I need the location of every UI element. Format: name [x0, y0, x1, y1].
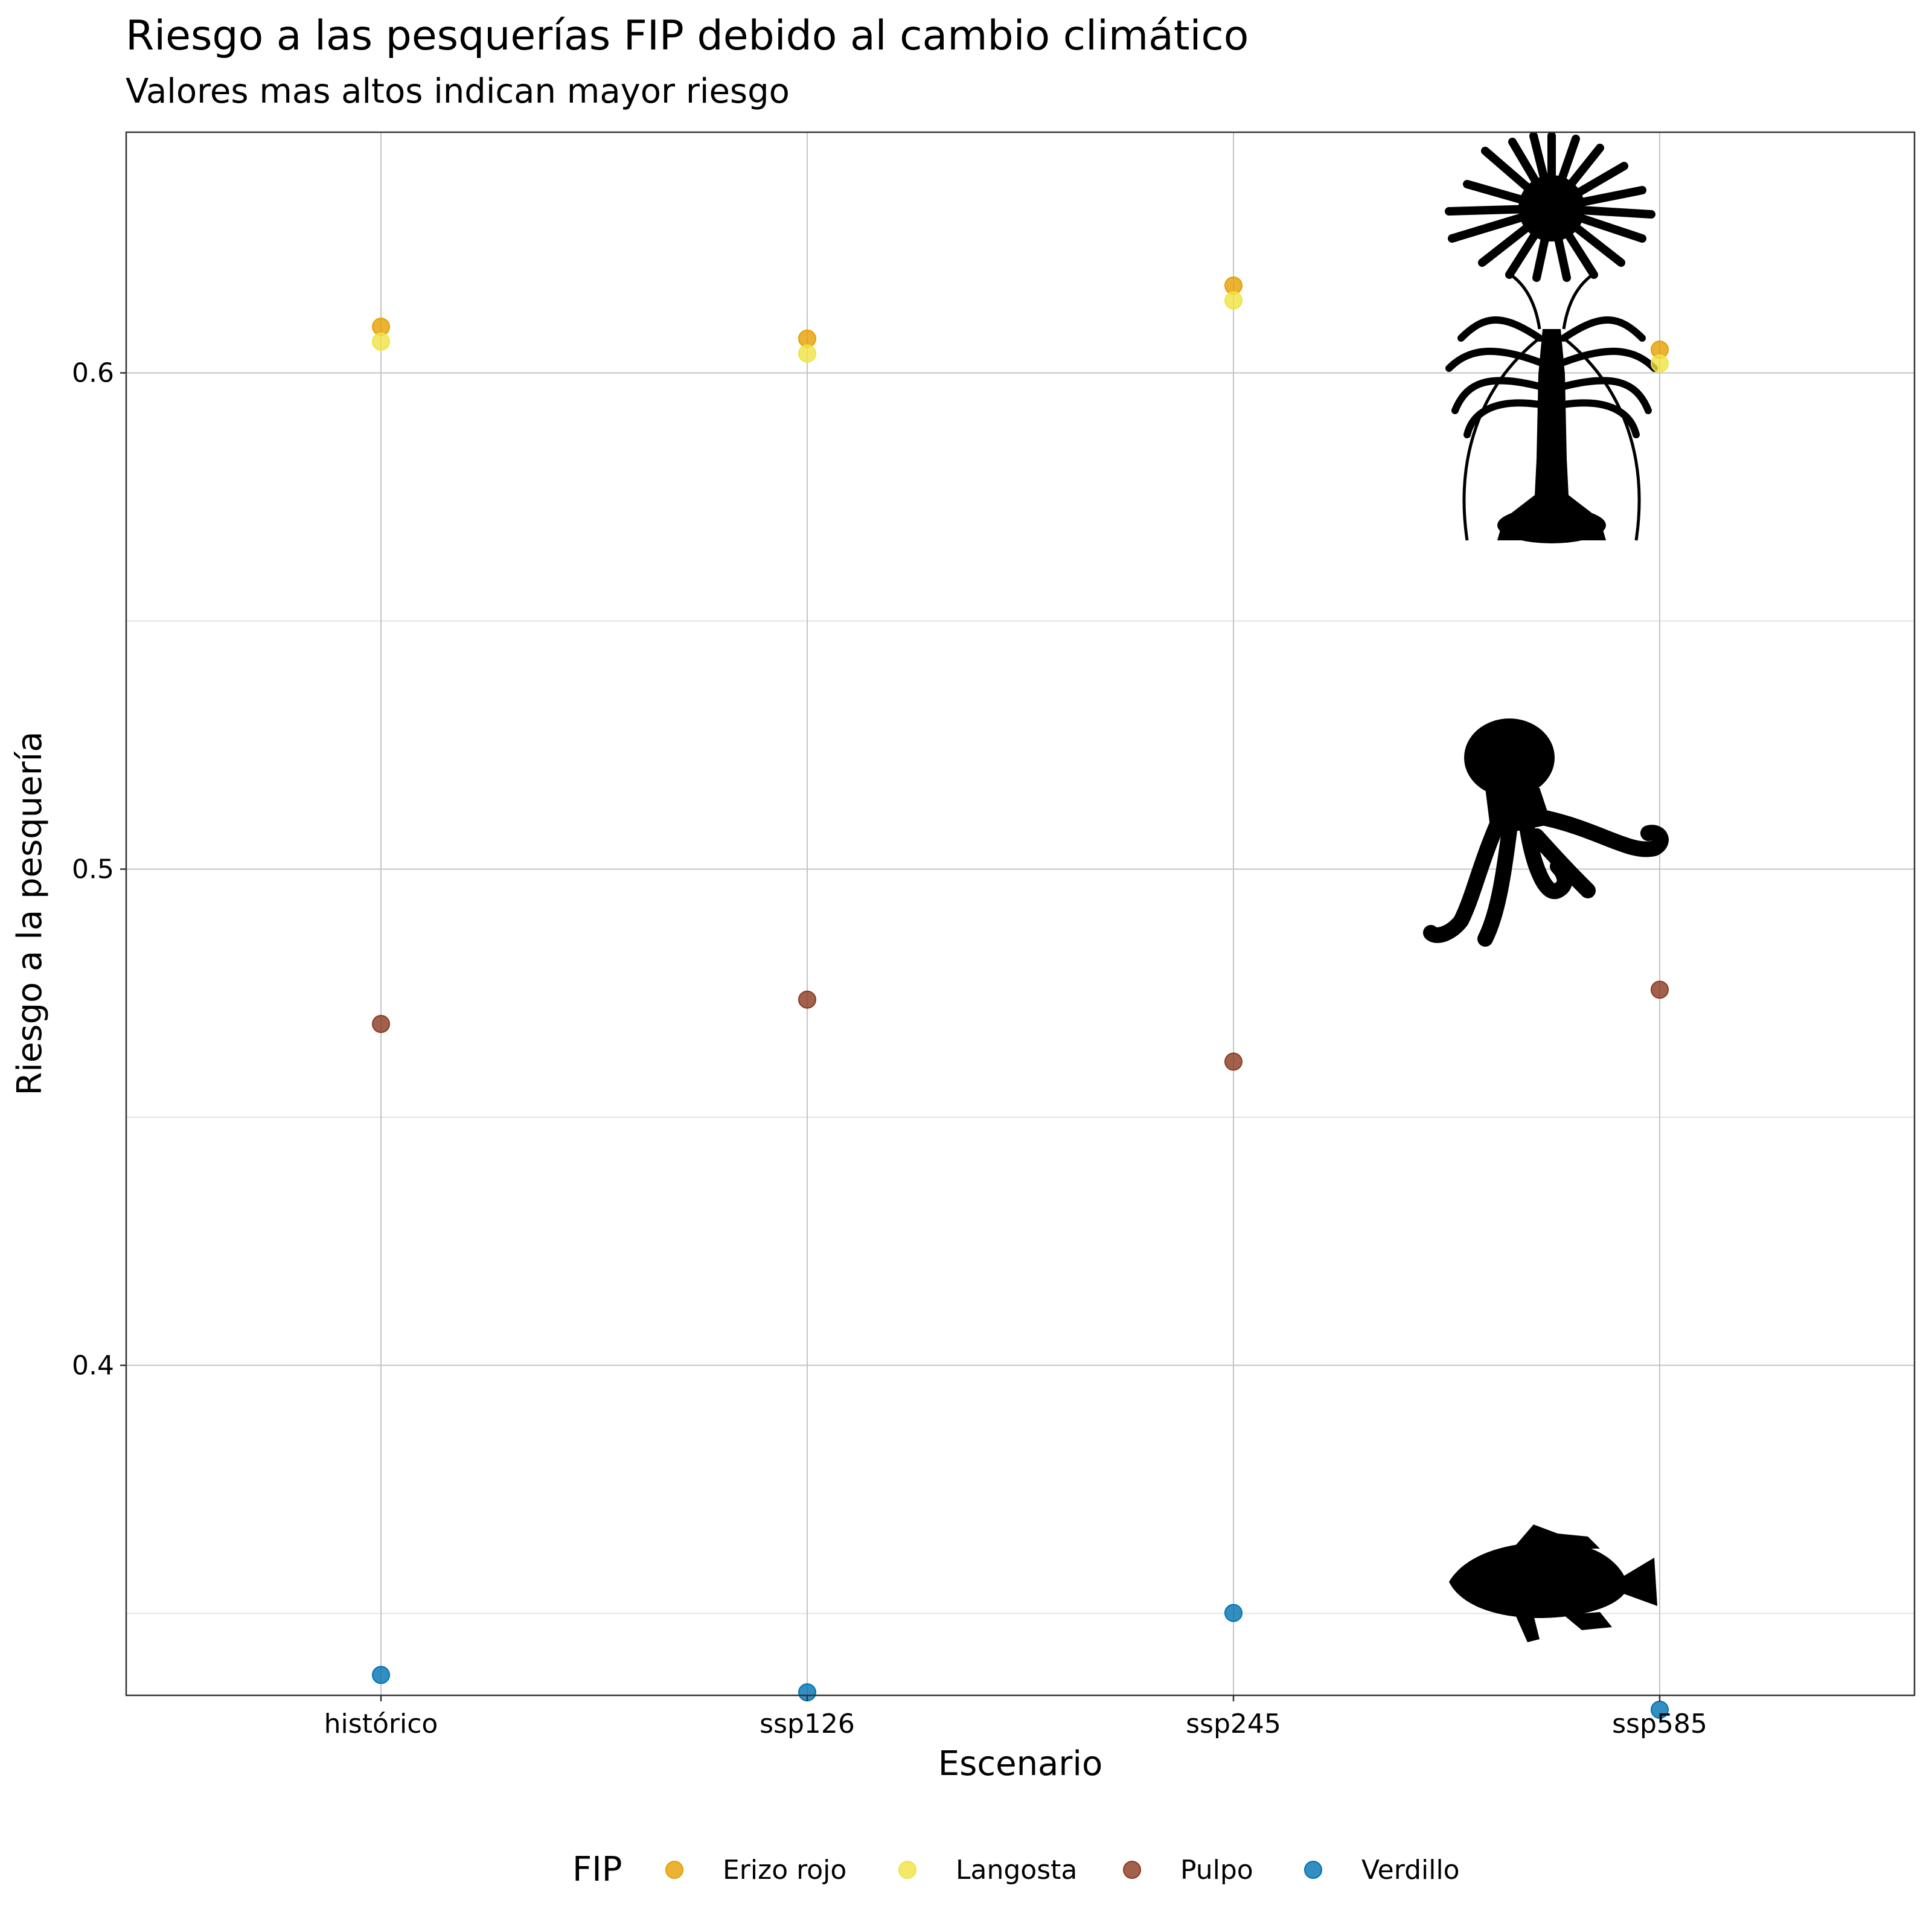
y-axis-ticks: 0.4 0.5 0.6 — [72, 358, 126, 1381]
legend-label: Verdillo — [1361, 1855, 1460, 1886]
legend-key — [1304, 1861, 1322, 1879]
data-point-pulpo — [1224, 1052, 1243, 1071]
grid — [126, 132, 1914, 1695]
data-point-langosta — [372, 332, 390, 351]
y-axis-title: Riesgo a la pesquería — [10, 731, 50, 1095]
legend-key — [665, 1861, 683, 1879]
legend-item-verdillo: Verdillo — [1304, 1855, 1460, 1886]
data-point-langosta — [798, 344, 816, 363]
x-tick-label: histórico — [324, 1709, 438, 1739]
data-point-langosta — [1651, 354, 1669, 373]
sea-urchin-icon — [1445, 132, 1655, 282]
legend-item-langosta: Langosta — [898, 1855, 1077, 1886]
legend-item-erizo-rojo: Erizo rojo — [665, 1855, 846, 1886]
data-point-verdillo — [1224, 1604, 1243, 1622]
legend-key — [898, 1861, 916, 1879]
x-axis-title: Escenario — [938, 1744, 1102, 1783]
plot-border — [125, 131, 1916, 1697]
octopus-icon — [1423, 718, 1669, 947]
fish-icon — [1449, 1524, 1657, 1642]
x-tick-label: ssp585 — [1612, 1709, 1707, 1739]
legend-title: FIP — [572, 1850, 622, 1889]
x-axis-ticks: histórico ssp126 ssp245 ssp585 — [324, 1695, 1707, 1739]
lobster-icon — [1445, 270, 1658, 543]
x-tick-label: ssp126 — [760, 1709, 855, 1739]
data-point-pulpo — [372, 1014, 390, 1033]
points — [372, 276, 1669, 1719]
legend-label: Langosta — [956, 1855, 1077, 1886]
x-tick-label: ssp245 — [1186, 1709, 1281, 1739]
legend-item-pulpo: Pulpo — [1123, 1855, 1253, 1886]
y-tick-label: 0.6 — [72, 358, 114, 389]
plot-background — [126, 132, 1914, 1695]
chart-title: Riesgo a las pesquerías FIP debido al ca… — [126, 12, 1249, 60]
silhouettes — [1423, 132, 1669, 1642]
legend-label: Pulpo — [1180, 1855, 1253, 1886]
y-tick-label: 0.4 — [72, 1350, 114, 1381]
chart-subtitle: Valores mas altos indican mayor riesgo — [126, 72, 790, 111]
legend-label: Erizo rojo — [723, 1855, 846, 1886]
data-point-pulpo — [798, 990, 816, 1009]
y-tick-label: 0.5 — [72, 854, 114, 885]
legend: FIP Erizo rojo Langosta Pulpo Verdillo — [572, 1850, 1460, 1889]
data-point-verdillo — [372, 1666, 390, 1684]
legend-key — [1123, 1861, 1141, 1879]
data-point-pulpo — [1651, 980, 1669, 999]
data-point-langosta — [1224, 291, 1243, 310]
